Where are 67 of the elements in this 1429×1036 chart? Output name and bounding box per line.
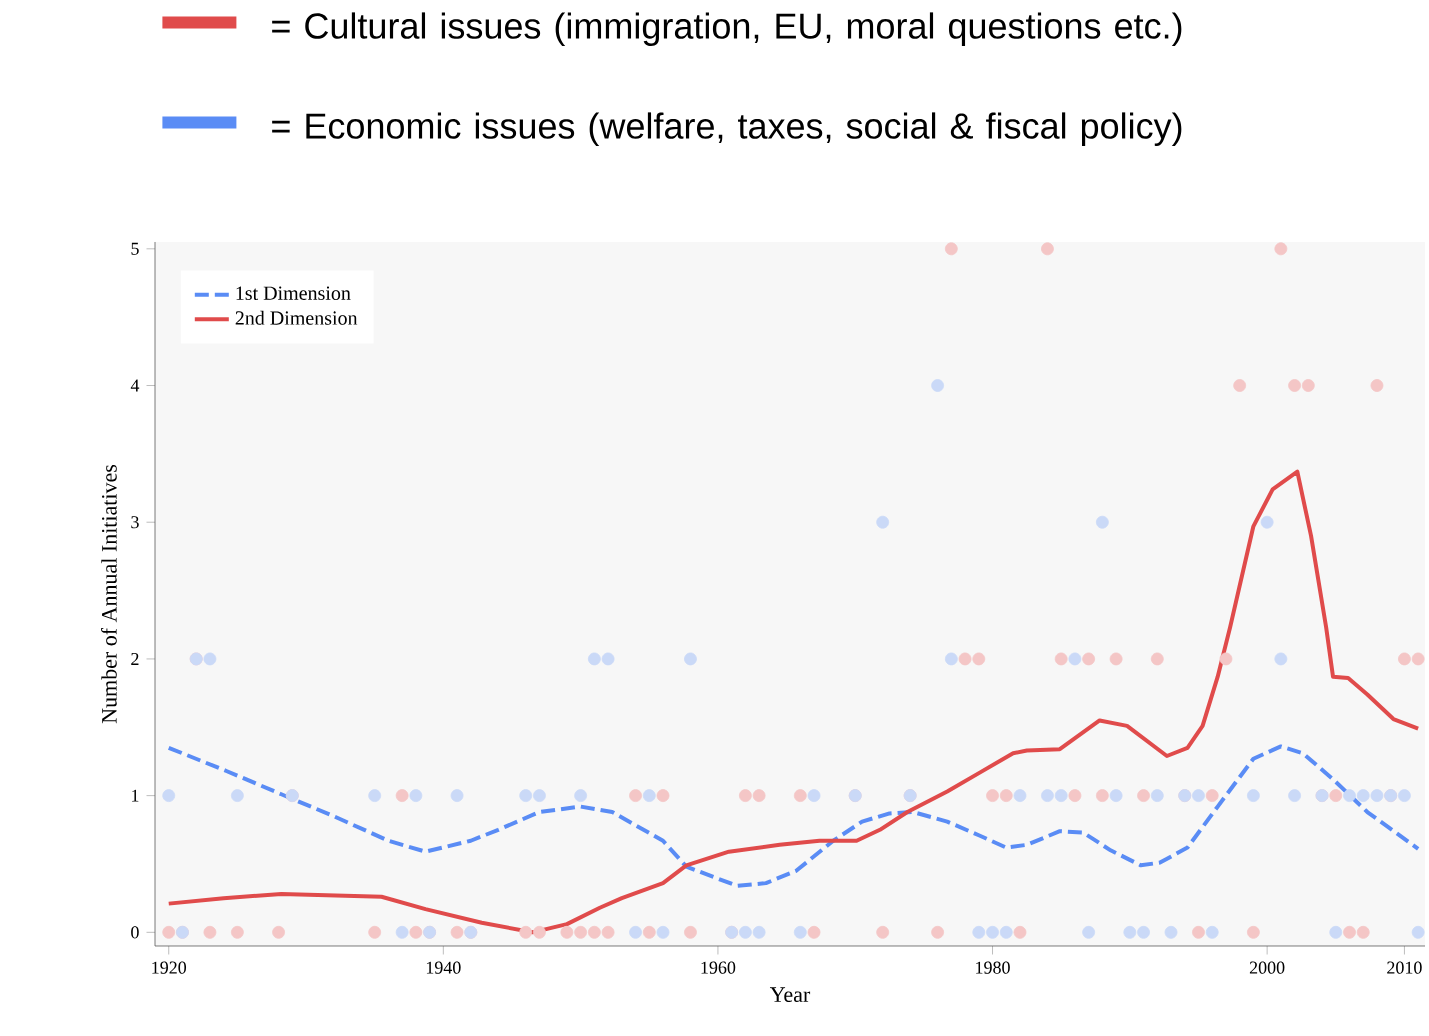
point	[807, 789, 821, 803]
point	[450, 789, 464, 803]
point	[1343, 789, 1356, 803]
point	[1068, 652, 1082, 666]
x-axis-title: Year	[769, 987, 811, 1002]
point	[1370, 789, 1384, 803]
y-tick-label: 3	[131, 516, 139, 529]
x-tick-label: 1940	[426, 961, 461, 974]
legend-label: 1st Dimension	[236, 286, 351, 300]
point	[972, 925, 986, 939]
text: = Cultural issues (immigration, EU, moral questions etc.)	[272, 12, 1182, 46]
y-tick-label: 5	[131, 242, 139, 255]
point	[1329, 925, 1343, 939]
point	[1246, 789, 1260, 803]
point	[1082, 925, 1096, 939]
point	[944, 652, 958, 666]
point	[395, 925, 409, 939]
point	[656, 925, 670, 939]
point	[1054, 789, 1068, 803]
point	[1356, 789, 1370, 803]
point	[1095, 515, 1109, 529]
y-tick-label: 2	[131, 652, 139, 665]
text: = Economic issues (welfare, taxes, social & fiscal policy)	[272, 112, 1182, 146]
y-tick-label: 0	[131, 926, 139, 939]
point	[1150, 789, 1164, 803]
point	[533, 789, 546, 803]
point	[1288, 789, 1301, 803]
point	[587, 652, 601, 666]
point	[162, 789, 176, 803]
point	[986, 925, 999, 939]
point	[1192, 789, 1205, 803]
point	[793, 925, 807, 939]
point	[368, 789, 382, 803]
point	[931, 379, 944, 392]
point	[1137, 925, 1150, 939]
point	[230, 789, 244, 803]
point	[642, 789, 656, 803]
point	[409, 789, 423, 803]
point	[519, 789, 533, 803]
point	[601, 652, 615, 666]
point	[1123, 925, 1137, 939]
point	[1398, 789, 1411, 803]
x-tick-label: 1980	[976, 961, 1010, 974]
point	[1274, 652, 1288, 666]
point	[1041, 789, 1054, 803]
line-series	[166, 744, 1421, 888]
x-tick-label: 1920	[152, 961, 187, 974]
point	[738, 925, 752, 939]
x-tick-label: 2000	[1249, 961, 1285, 974]
point	[1260, 515, 1274, 529]
y-axis-title: Number of Annual Initiatives	[101, 464, 117, 724]
x-tick-label: 1960	[701, 961, 736, 974]
point	[1164, 925, 1178, 939]
point	[1013, 789, 1027, 803]
point	[629, 925, 642, 939]
point	[999, 925, 1013, 939]
point	[752, 925, 766, 939]
point	[203, 652, 217, 666]
point	[1109, 789, 1123, 803]
y-tick-label: 1	[132, 789, 139, 802]
legend-label: 2nd Dimension	[235, 310, 358, 325]
x-tick-label: 2010	[1387, 961, 1422, 974]
point	[1205, 925, 1219, 939]
point	[574, 789, 588, 803]
point	[876, 515, 890, 529]
point	[684, 652, 697, 666]
y-tick-label: 4	[130, 379, 140, 392]
